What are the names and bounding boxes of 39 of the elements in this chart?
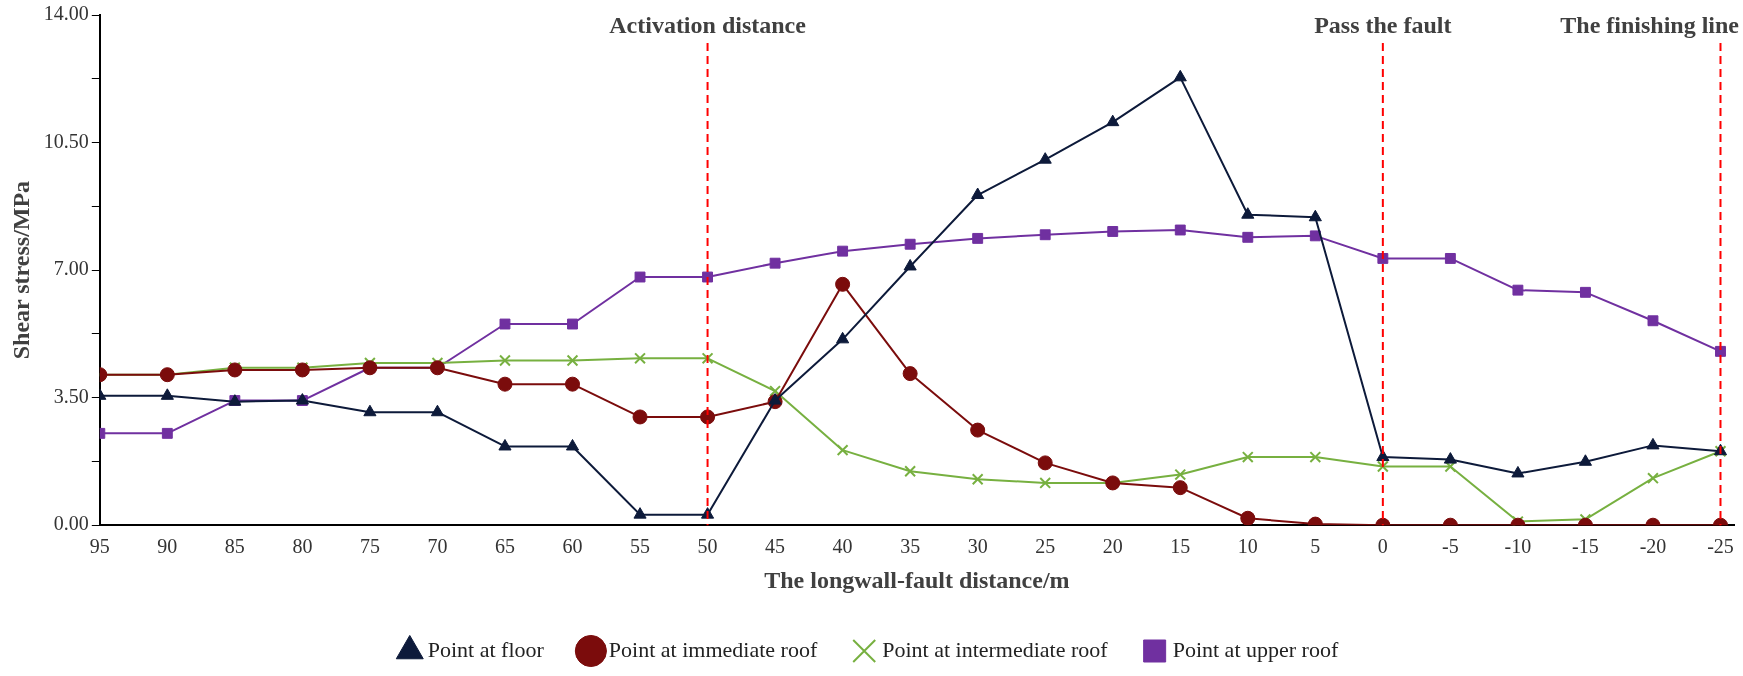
legend-label: Point at intermediate roof xyxy=(882,636,1109,662)
x-tick-label: 15 xyxy=(1170,535,1191,558)
x-tick-label: 40 xyxy=(832,535,853,558)
y-tick-label: 0.00 xyxy=(53,512,89,535)
x-tick-label: 85 xyxy=(224,535,245,558)
x-tick-label: 20 xyxy=(1102,535,1123,558)
y-axis-title: Shear stress/MPa xyxy=(7,180,34,360)
x-tick-label: 5 xyxy=(1310,535,1321,558)
x-tick-label: -20 xyxy=(1639,535,1667,558)
x-tick-label: 55 xyxy=(630,535,651,558)
x-tick-label: 45 xyxy=(765,535,786,558)
x-tick-label: 60 xyxy=(562,535,583,558)
y-tick-label: 7.00 xyxy=(53,257,89,280)
x-tick-label: 65 xyxy=(494,535,515,558)
x-tick-label: -25 xyxy=(1707,535,1734,558)
x-tick-label: -15 xyxy=(1572,535,1599,558)
y-tick-label: 10.50 xyxy=(43,129,89,152)
legend-label: Point at upper roof xyxy=(1172,636,1339,662)
legend-label: Point at immediate roof xyxy=(608,636,818,662)
x-tick-label: 35 xyxy=(900,535,921,558)
x-tick-label: 0 xyxy=(1377,535,1388,558)
x-tick-label: -5 xyxy=(1442,535,1459,558)
x-tick-label: 30 xyxy=(967,535,988,558)
y-tick-label: 14.00 xyxy=(43,2,89,25)
x-tick-label: 10 xyxy=(1237,535,1258,558)
ref-line-label: The finishing line xyxy=(1560,12,1740,39)
x-axis-title: The longwall-fault distance/m xyxy=(764,566,1070,593)
x-tick-label: 70 xyxy=(427,535,448,558)
x-tick-label: 90 xyxy=(157,535,178,558)
x-tick-label: 50 xyxy=(697,535,718,558)
ref-line-label: Pass the fault xyxy=(1314,12,1452,39)
x-tick-label: 95 xyxy=(89,535,110,558)
x-tick-label: 25 xyxy=(1035,535,1056,558)
x-tick-label: 75 xyxy=(359,535,380,558)
x-tick-label: 80 xyxy=(292,535,313,558)
x-tick-label: -10 xyxy=(1504,535,1532,558)
legend-label: Point at floor xyxy=(427,636,545,662)
y-tick-label: 3.50 xyxy=(53,384,89,407)
ref-line-label: Activation distance xyxy=(609,12,807,39)
